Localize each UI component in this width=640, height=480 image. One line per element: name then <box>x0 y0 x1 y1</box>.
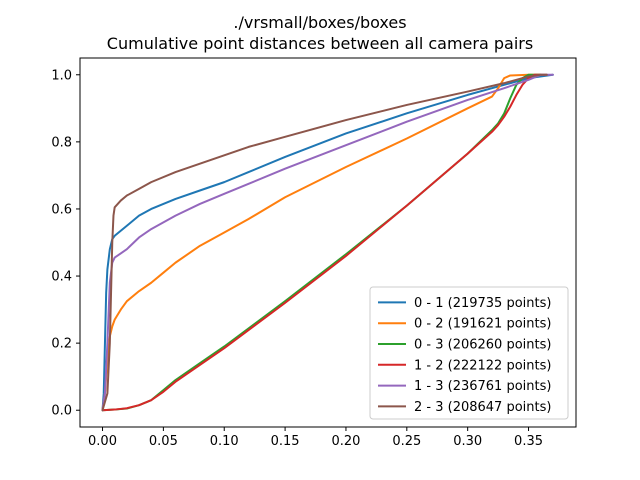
series-line-3 <box>101 73 548 412</box>
legend-label-0: 0 - 1 (219735 points) <box>414 296 551 311</box>
series-line-1 <box>101 73 542 412</box>
plot-lines <box>101 73 554 412</box>
x-tick-label: 0.25 <box>392 434 421 449</box>
x-tick-label: 0.00 <box>88 434 117 449</box>
y-tick-label: 1.0 <box>51 68 72 83</box>
legend-label-1: 0 - 2 (191621 points) <box>414 317 551 332</box>
x-tick-label: 0.30 <box>453 434 482 449</box>
y-tick-label: 0.0 <box>51 404 72 419</box>
legend-label-5: 2 - 3 (208647 points) <box>414 400 551 415</box>
x-axis: 0.00 0.05 0.10 0.15 0.20 0.25 0.30 0.35 <box>88 427 543 449</box>
chart-subtitle: Cumulative point distances between all c… <box>107 34 533 53</box>
x-tick-label: 0.35 <box>514 434 543 449</box>
x-tick-label: 0.15 <box>271 434 300 449</box>
chart-title: ./vrsmall/boxes/boxes <box>233 13 406 32</box>
legend-box <box>369 286 569 420</box>
series-line-0 <box>101 73 554 412</box>
legend-label-3: 1 - 2 (222122 points) <box>414 358 551 373</box>
y-axis: 0.0 0.2 0.4 0.6 0.8 1.0 <box>51 68 80 419</box>
plot-frame <box>79 57 577 428</box>
y-tick-label: 0.2 <box>51 337 72 352</box>
series-line-5 <box>101 73 548 412</box>
x-tick-label: 0.10 <box>210 434 239 449</box>
x-tick-label: 0.20 <box>331 434 360 449</box>
y-tick-label: 0.8 <box>51 135 72 150</box>
x-tick-label: 0.05 <box>149 434 178 449</box>
legend-label-2: 0 - 3 (206260 points) <box>414 338 551 353</box>
legend-label-4: 1 - 3 (236761 points) <box>414 379 551 394</box>
y-tick-label: 0.4 <box>51 270 72 285</box>
legend: 0 - 1 (219735 points) 0 - 2 (191621 point… <box>369 286 569 420</box>
y-tick-label: 0.6 <box>51 202 72 217</box>
